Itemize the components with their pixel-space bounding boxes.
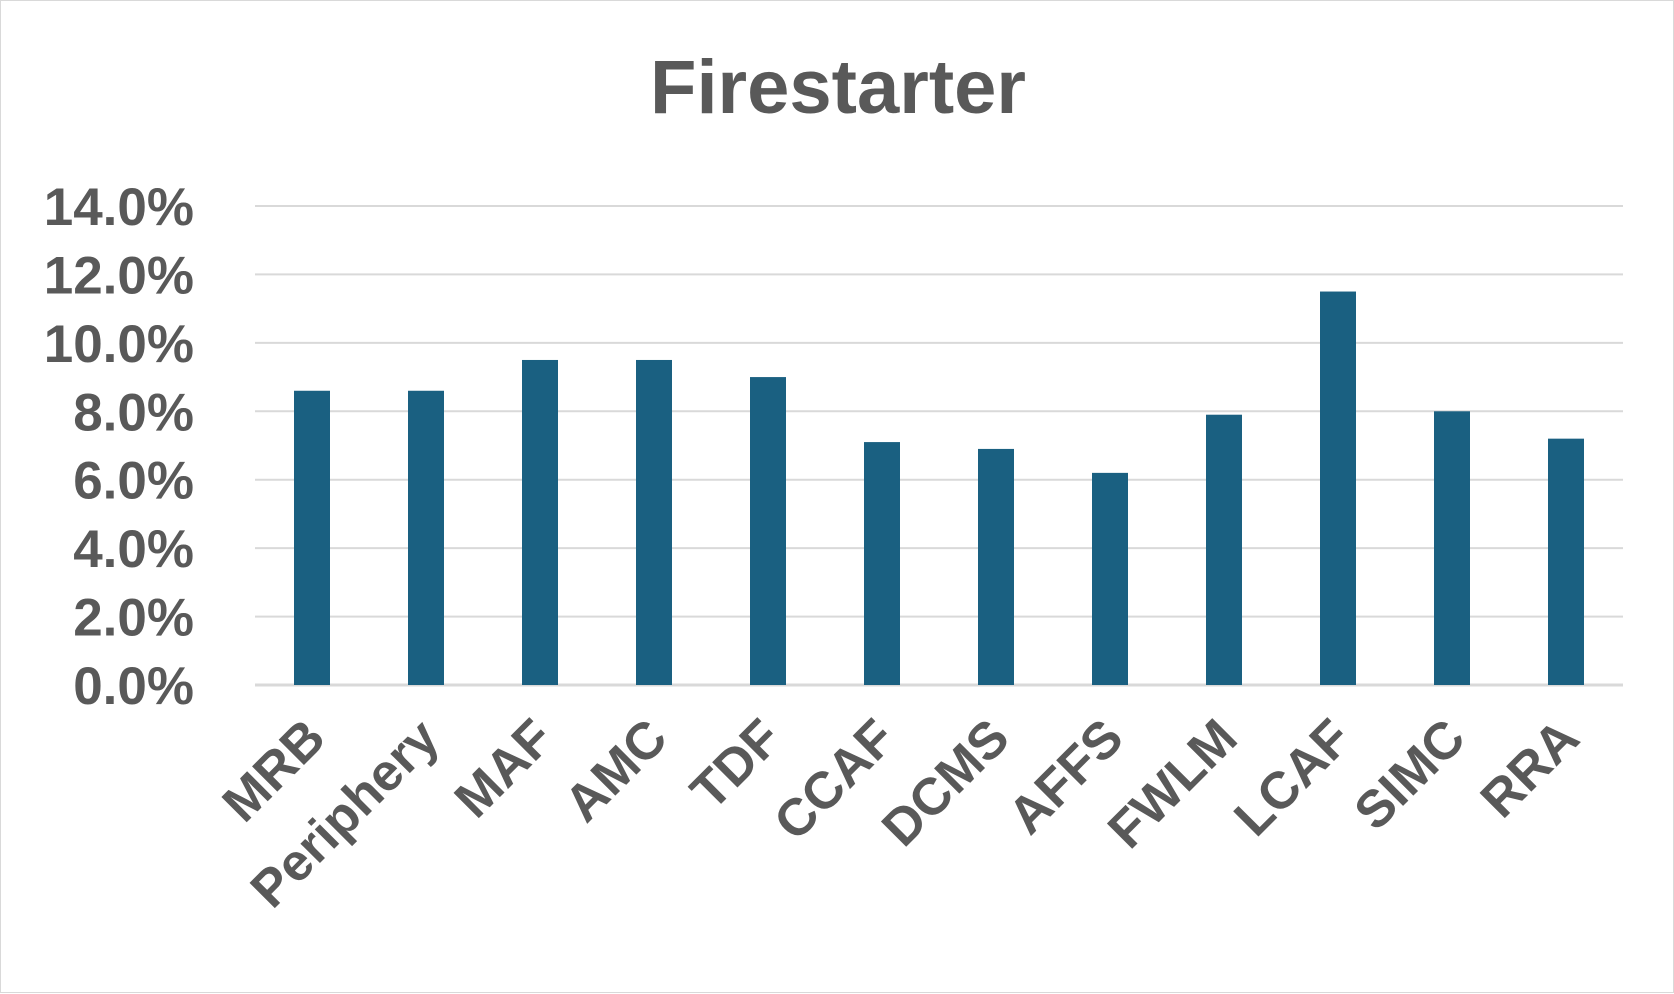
- bar-tdf: [750, 377, 786, 685]
- y-tick-label: 2.0%: [73, 589, 194, 648]
- y-tick-label: 10.0%: [44, 315, 194, 374]
- bar-rra: [1548, 438, 1584, 685]
- y-tick-label: 4.0%: [73, 520, 194, 579]
- bars: [294, 291, 1584, 685]
- bar-ccaf: [864, 442, 900, 685]
- bar-affs: [1092, 472, 1128, 685]
- x-tick-label: RRA: [1470, 708, 1591, 829]
- y-tick-label: 0.0%: [73, 657, 194, 716]
- chart-title: Firestarter: [650, 45, 1026, 130]
- y-tick-label: 6.0%: [73, 452, 194, 511]
- bar-dcms: [978, 448, 1014, 685]
- x-tick-label: AMC: [554, 708, 679, 833]
- bar-amc: [636, 359, 672, 685]
- gridlines: [255, 205, 1623, 687]
- x-tick-label: DCMS: [871, 708, 1020, 857]
- bar-lcaf: [1320, 291, 1356, 685]
- x-tick-label: FWLM: [1097, 708, 1248, 859]
- x-tick-label: SIMC: [1344, 708, 1477, 841]
- x-tick-label: LCAF: [1223, 708, 1362, 847]
- bar-mrb: [294, 390, 330, 685]
- bar-periphery: [408, 390, 444, 685]
- y-axis-tick-labels: 0.0% 2.0% 4.0% 6.0% 8.0% 10.0% 12.0% 14.0%: [44, 178, 194, 716]
- x-tick-label: MAF: [444, 708, 565, 829]
- y-tick-label: 8.0%: [73, 383, 194, 442]
- bar-maf: [522, 359, 558, 685]
- bar-fwlm: [1206, 414, 1242, 685]
- y-tick-label: 12.0%: [44, 246, 194, 305]
- bar-simc: [1434, 411, 1470, 685]
- y-tick-label: 14.0%: [44, 178, 194, 237]
